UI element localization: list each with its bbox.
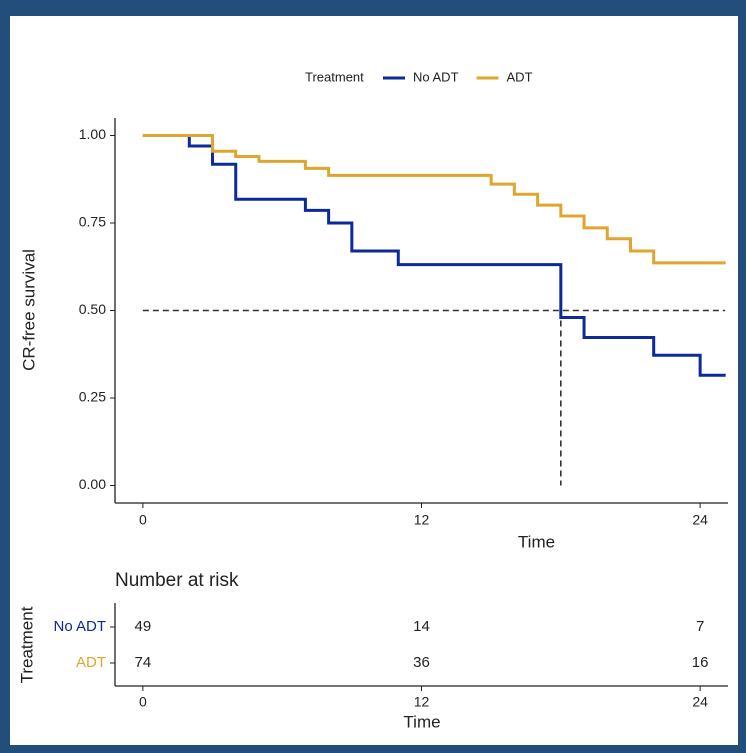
panel bbox=[10, 16, 738, 745]
row-label: No ADT bbox=[53, 618, 106, 635]
risk-count: 16 bbox=[692, 654, 709, 671]
survival-curve bbox=[142, 134, 726, 265]
legend-title: Treatment bbox=[305, 69, 364, 84]
legend-label: No ADT bbox=[413, 69, 459, 84]
risk-count: 14 bbox=[413, 618, 430, 635]
survival-curve bbox=[142, 134, 726, 377]
x-axis-title: Time bbox=[518, 532, 555, 551]
risk-count: 74 bbox=[135, 654, 152, 671]
x-axis-title: Time bbox=[403, 712, 440, 731]
y-tick-label: 0.50 bbox=[79, 301, 106, 317]
row-label: ADT bbox=[76, 654, 106, 671]
y-tick-label: 1.00 bbox=[79, 126, 106, 142]
risk-count: 36 bbox=[413, 654, 430, 671]
x-tick-label: 0 bbox=[139, 512, 147, 528]
x-tick-label: 12 bbox=[414, 694, 430, 710]
y-axis-title: CR-free survival bbox=[19, 249, 38, 371]
y-tick-label: 0.75 bbox=[79, 214, 106, 230]
legend-label: ADT bbox=[507, 69, 533, 84]
y-tick-label: 0.00 bbox=[79, 476, 106, 492]
y-axis-title: Treatment bbox=[17, 606, 36, 683]
risk-count: 7 bbox=[696, 618, 704, 635]
x-tick-label: 24 bbox=[692, 512, 708, 528]
risk-count: 49 bbox=[135, 618, 152, 635]
x-tick-label: 24 bbox=[692, 694, 708, 710]
x-tick-label: 0 bbox=[139, 694, 147, 710]
x-tick-label: 12 bbox=[414, 512, 430, 528]
table-title: Number at risk bbox=[115, 570, 239, 591]
y-tick-label: 0.25 bbox=[79, 389, 106, 405]
